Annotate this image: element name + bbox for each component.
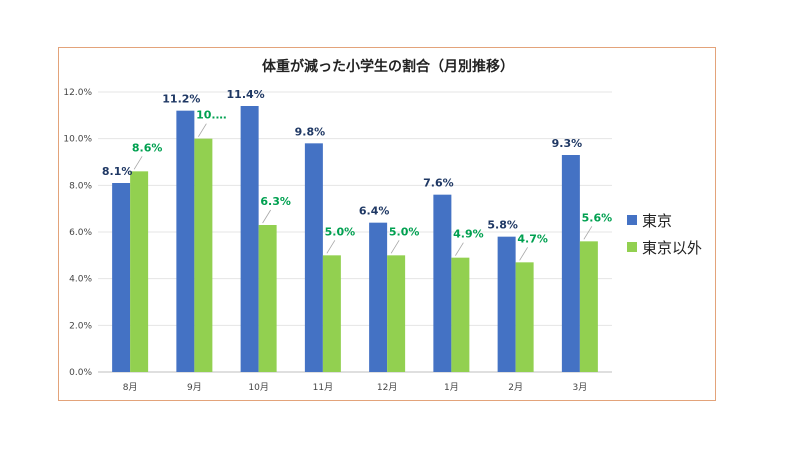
x-tick-label: 1月 bbox=[444, 382, 459, 393]
x-tick-label: 3月 bbox=[573, 382, 588, 393]
label-leader-line bbox=[326, 240, 336, 254]
data-label: 11.2% bbox=[162, 93, 200, 106]
bar-tokyo bbox=[561, 155, 580, 372]
bar-tokyo bbox=[112, 183, 131, 372]
bar-outside-tokyo bbox=[130, 171, 149, 372]
label-leader-line bbox=[583, 226, 593, 240]
bar-outside-tokyo bbox=[515, 262, 534, 372]
data-label: 6.4% bbox=[359, 205, 390, 218]
label-leader-line bbox=[455, 242, 464, 256]
label-leader-line bbox=[262, 209, 271, 224]
data-label: 5.6% bbox=[582, 211, 613, 224]
label-leader-line bbox=[133, 156, 143, 170]
chart-title: 体重が減った小学生の割合（月別推移） bbox=[262, 58, 514, 75]
bar-outside-tokyo bbox=[451, 257, 470, 372]
y-tick-label: 2.0% bbox=[69, 321, 92, 331]
data-label: 5.0% bbox=[389, 225, 420, 238]
bar-tokyo bbox=[304, 143, 323, 372]
x-tick-label: 9月 bbox=[187, 382, 202, 393]
data-label: 8.6% bbox=[132, 141, 163, 154]
bar-outside-tokyo bbox=[579, 241, 598, 372]
y-tick-label: 6.0% bbox=[69, 228, 92, 238]
x-tick-label: 12月 bbox=[377, 382, 397, 393]
bar-tokyo bbox=[369, 222, 388, 372]
label-leader-line bbox=[198, 123, 207, 137]
x-tick-label: 10月 bbox=[248, 382, 268, 393]
data-label: 4.9% bbox=[453, 228, 484, 241]
data-label: 11.4% bbox=[227, 88, 265, 101]
bar-outside-tokyo bbox=[258, 225, 277, 372]
bar-tokyo bbox=[240, 106, 259, 372]
bars bbox=[112, 106, 598, 373]
x-tick-label: 11月 bbox=[313, 382, 333, 393]
x-tick-label: 2月 bbox=[508, 382, 523, 393]
data-labels: 8.1%8.6%11.2%10.…11.4%6.3%9.8%5.0%6.4%5.… bbox=[102, 88, 613, 261]
x-axis-ticks: 8月 9月 10月 11月 12月 1月 2月 3月 bbox=[123, 382, 587, 393]
legend-swatch bbox=[627, 215, 637, 225]
data-label: 10.… bbox=[196, 109, 227, 122]
bar-tokyo bbox=[433, 194, 452, 372]
y-axis-ticks: 0.0% 2.0% 4.0% 6.0% 8.0% 10.0% 12.0% bbox=[63, 88, 92, 378]
y-tick-label: 12.0% bbox=[63, 88, 92, 98]
bar-outside-tokyo bbox=[387, 255, 406, 372]
data-label: 5.0% bbox=[325, 225, 356, 238]
legend-label: 東京 bbox=[642, 212, 672, 230]
data-label: 7.6% bbox=[423, 177, 454, 190]
label-leader-line bbox=[519, 247, 528, 261]
x-tick-label: 8月 bbox=[123, 382, 138, 393]
legend-label: 東京以外 bbox=[642, 239, 702, 257]
data-label: 5.8% bbox=[487, 219, 518, 232]
bar-tokyo bbox=[176, 110, 195, 373]
data-label: 8.1% bbox=[102, 165, 133, 178]
y-tick-label: 10.0% bbox=[63, 135, 92, 145]
bar-outside-tokyo bbox=[322, 255, 341, 372]
data-label: 4.7% bbox=[517, 232, 548, 245]
y-tick-label: 8.0% bbox=[69, 181, 92, 191]
bar-tokyo bbox=[497, 236, 516, 372]
data-label: 6.3% bbox=[260, 195, 291, 208]
y-tick-label: 0.0% bbox=[69, 368, 92, 378]
legend-swatch bbox=[627, 242, 637, 252]
bar-outside-tokyo bbox=[194, 138, 213, 372]
data-label: 9.8% bbox=[295, 125, 326, 138]
data-label: 9.3% bbox=[552, 137, 583, 150]
label-leader-line bbox=[390, 240, 400, 254]
y-tick-label: 4.0% bbox=[69, 275, 92, 285]
